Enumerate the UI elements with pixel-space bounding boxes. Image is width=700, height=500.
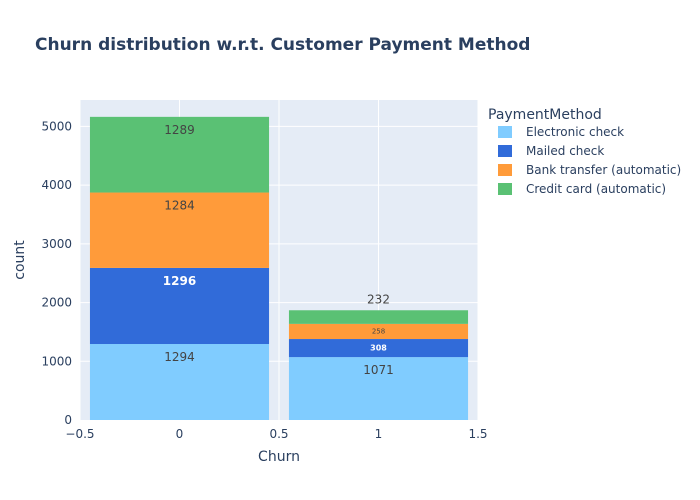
bar-value-label: 308 xyxy=(370,344,387,353)
bar-segment xyxy=(288,323,469,340)
bar-segment xyxy=(89,192,270,268)
legend-swatch xyxy=(498,164,512,176)
x-tick-label: 0.5 xyxy=(269,427,288,441)
y-axis-title: count xyxy=(12,240,28,280)
bar-segment xyxy=(89,116,270,193)
bar-segment xyxy=(288,339,469,358)
legend-swatch xyxy=(498,126,512,138)
x-tick-label: 0 xyxy=(176,427,184,441)
bar-value-label: 1296 xyxy=(163,274,196,288)
x-tick-label: −0.5 xyxy=(65,427,94,441)
y-tick-label: 1000 xyxy=(41,354,72,368)
bar-value-label: 258 xyxy=(372,327,385,335)
legend-label: Bank transfer (automatic) xyxy=(526,163,681,177)
x-tick-labels: −0.5 0 0.5 1 1.5 xyxy=(65,427,487,441)
y-tick-labels: 0 1000 2000 3000 4000 5000 xyxy=(41,119,72,427)
y-tick-label: 3000 xyxy=(41,237,72,251)
x-tick-label: 1.5 xyxy=(468,427,487,441)
bar-value-label: 1071 xyxy=(363,363,394,377)
legend-label: Mailed check xyxy=(526,144,604,158)
x-tick-label: 1 xyxy=(375,427,383,441)
y-tick-label: 4000 xyxy=(41,178,72,192)
y-tick-label: 0 xyxy=(64,413,72,427)
y-tick-label: 5000 xyxy=(41,119,72,133)
chart-title: Churn distribution w.r.t. Customer Payme… xyxy=(35,35,530,55)
bar-value-label: 1294 xyxy=(164,350,195,364)
legend-title: PaymentMethod xyxy=(488,107,602,123)
bar-segment xyxy=(89,344,270,420)
bar-segment xyxy=(89,267,270,345)
bar-segment xyxy=(288,357,469,420)
x-axis-title: Churn xyxy=(258,449,300,465)
bar-labels: 1294 1296 1284 1289 1071 308 258 232 xyxy=(163,123,394,377)
bar-value-label: 1289 xyxy=(164,123,195,137)
legend-swatch xyxy=(498,145,512,157)
legend-swatch xyxy=(498,183,512,195)
legend-label: Credit card (automatic) xyxy=(526,182,666,196)
y-tick-label: 2000 xyxy=(41,296,72,310)
bar-value-label: 232 xyxy=(367,292,390,306)
bars xyxy=(89,116,469,420)
bar-segment xyxy=(288,310,469,324)
bar-value-label: 1284 xyxy=(164,199,195,213)
legend-label: Electronic check xyxy=(526,125,624,139)
legend: PaymentMethod Electronic check Mailed che… xyxy=(488,107,681,196)
